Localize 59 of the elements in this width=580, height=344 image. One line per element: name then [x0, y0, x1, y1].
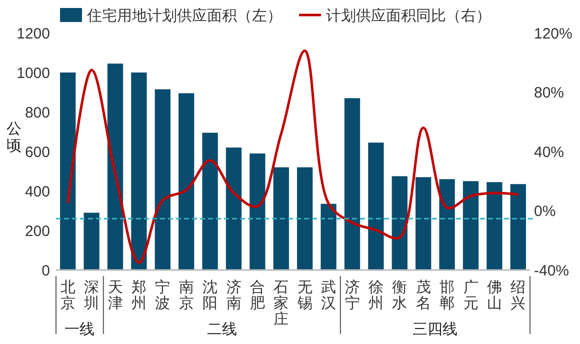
x-tick-label: 无锡: [296, 279, 312, 312]
y2-tick-label: 120%: [534, 25, 572, 42]
bar: [107, 64, 124, 270]
bar: [416, 177, 432, 270]
y-tick-label: 800: [24, 104, 50, 122]
x-tick-label: 郑州: [131, 279, 146, 312]
x-tick-label: 沈阳: [202, 279, 218, 312]
bar: [84, 212, 100, 270]
text: 二线: [206, 321, 237, 338]
x-tick-label: 深圳: [83, 279, 100, 312]
bar: [202, 132, 218, 270]
legend-label: 计划供应面积同比（右）: [326, 7, 491, 24]
y-axis-title: 公顷: [6, 120, 22, 154]
y-tick-label: 400: [24, 183, 50, 200]
x-tick-label: 天津: [108, 279, 123, 312]
bar: [273, 167, 289, 270]
bar: [250, 153, 266, 270]
bar: [178, 93, 194, 270]
bar: [439, 179, 455, 270]
y2-tick-label: 80%: [534, 84, 564, 102]
bar: [131, 72, 147, 270]
x-tick-label: 济南: [226, 279, 242, 312]
x-tick-label: 广元: [463, 279, 478, 312]
x-tick-label: 徐州: [368, 279, 384, 312]
y-tick-label: 1200: [16, 25, 50, 42]
x-tick-label: 合肥: [250, 279, 265, 312]
x-tick-label: 衡水: [392, 279, 408, 312]
bar: [368, 142, 384, 270]
x-tick-label: 石家庄: [274, 279, 289, 328]
y2-tick-label: 40%: [534, 144, 564, 161]
bar: [392, 176, 408, 270]
x-tick-label: 佛山: [486, 279, 502, 312]
bar: [297, 167, 313, 270]
y-tick-label: 1000: [16, 64, 50, 82]
y2-tick-label: 0%: [534, 203, 556, 220]
y-tick-label: 200: [24, 222, 50, 240]
x-tick-label: 北京: [60, 279, 76, 312]
bar: [226, 148, 242, 270]
line-series: [66, 50, 520, 264]
y-tick-label: 0: [42, 262, 50, 280]
y2-tick-label: -40%: [534, 262, 570, 280]
x-tick-label: 济宁: [344, 279, 360, 312]
bar: [344, 98, 360, 270]
bar: [462, 181, 479, 270]
x-tick-label: 南京: [178, 279, 194, 312]
text: 三四线: [412, 321, 458, 338]
x-tick-label: 邯郸: [440, 279, 455, 312]
bar: [510, 184, 526, 270]
bar: [486, 182, 502, 270]
bar: [154, 89, 170, 270]
text: 一线: [64, 321, 95, 338]
bar: [320, 204, 336, 270]
legend-label: 住宅用地计划供应面积（左）: [86, 7, 282, 24]
x-tick-label: 武汉: [321, 279, 336, 312]
bar: [60, 72, 76, 270]
x-tick-label: 宁波: [155, 279, 170, 312]
x-tick-label: 茂名: [416, 279, 431, 312]
y-tick-label: 600: [24, 144, 50, 161]
x-tick-label: 绍兴: [510, 279, 526, 312]
